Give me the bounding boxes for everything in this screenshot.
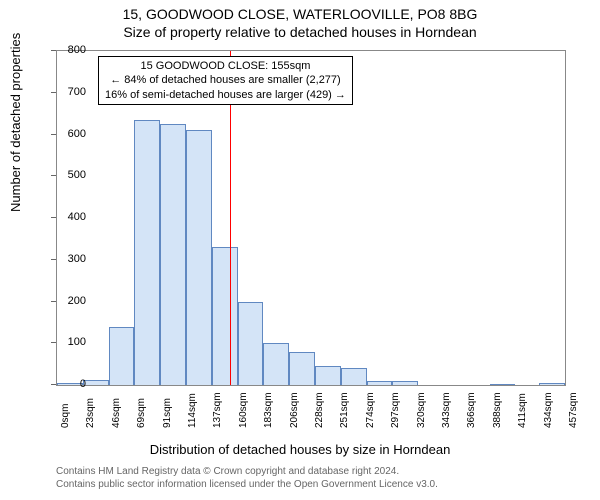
y-tick-label: 600 bbox=[68, 128, 86, 140]
x-tick-label: 251sqm bbox=[339, 392, 350, 428]
x-tick-label: 46sqm bbox=[111, 398, 122, 428]
x-tick-label: 91sqm bbox=[162, 398, 173, 428]
annotation-line3: 16% of semi-detached houses are larger (… bbox=[105, 88, 346, 102]
y-axis-label: Number of detached properties bbox=[8, 33, 23, 212]
footer: Contains HM Land Registry data © Crown c… bbox=[56, 466, 592, 491]
x-tick-label: 320sqm bbox=[416, 392, 427, 428]
histogram-bar bbox=[212, 247, 238, 385]
x-tick-label: 343sqm bbox=[441, 392, 452, 428]
histogram-bar bbox=[186, 130, 212, 385]
x-tick-label: 114sqm bbox=[187, 393, 198, 428]
histogram-bar bbox=[83, 380, 109, 385]
x-tick-label: 160sqm bbox=[238, 392, 249, 428]
y-tick-mark bbox=[51, 175, 56, 176]
x-tick-label: 366sqm bbox=[466, 392, 477, 428]
x-tick-label: 183sqm bbox=[263, 392, 274, 428]
x-tick-label: 434sqm bbox=[543, 392, 554, 428]
y-tick-mark bbox=[51, 50, 56, 51]
x-tick-label: 206sqm bbox=[289, 392, 300, 428]
y-tick-mark bbox=[51, 301, 56, 302]
histogram-bar bbox=[238, 302, 264, 386]
title-address: 15, GOODWOOD CLOSE, WATERLOOVILLE, PO8 8… bbox=[0, 6, 600, 22]
x-tick-label: 137sqm bbox=[212, 392, 223, 428]
x-tick-label: 228sqm bbox=[314, 392, 325, 428]
y-tick-mark bbox=[51, 384, 56, 385]
x-tick-label: 69sqm bbox=[136, 398, 147, 428]
annotation-box: 15 GOODWOOD CLOSE: 155sqm ← 84% of detac… bbox=[98, 56, 353, 105]
x-tick-label: 457sqm bbox=[568, 392, 579, 428]
y-tick-mark bbox=[51, 92, 56, 93]
y-tick-mark bbox=[51, 342, 56, 343]
histogram-bar bbox=[392, 381, 418, 385]
y-tick-label: 0 bbox=[80, 378, 86, 390]
y-tick-mark bbox=[51, 217, 56, 218]
histogram-bar bbox=[315, 366, 341, 385]
y-tick-mark bbox=[51, 259, 56, 260]
x-axis-label: Distribution of detached houses by size … bbox=[0, 442, 600, 457]
x-tick-label: 388sqm bbox=[492, 392, 503, 428]
histogram-bar bbox=[367, 381, 393, 385]
y-tick-label: 200 bbox=[68, 295, 86, 307]
x-tick-label: 0sqm bbox=[60, 404, 71, 428]
y-tick-label: 300 bbox=[68, 253, 86, 265]
annotation-line1: 15 GOODWOOD CLOSE: 155sqm bbox=[105, 59, 346, 73]
y-tick-label: 800 bbox=[68, 44, 86, 56]
y-tick-label: 700 bbox=[68, 86, 86, 98]
histogram-bar bbox=[263, 343, 289, 385]
x-tick-label: 23sqm bbox=[85, 398, 96, 428]
x-tick-label: 274sqm bbox=[365, 392, 376, 428]
y-tick-mark bbox=[51, 134, 56, 135]
annotation-line2: ← 84% of detached houses are smaller (2,… bbox=[105, 73, 346, 87]
histogram-bar bbox=[289, 352, 315, 385]
y-tick-label: 100 bbox=[68, 336, 86, 348]
histogram-bar bbox=[160, 124, 186, 385]
histogram-bar bbox=[539, 383, 565, 385]
y-tick-label: 400 bbox=[68, 211, 86, 223]
histogram-bar bbox=[490, 384, 516, 385]
x-tick-label: 297sqm bbox=[390, 392, 401, 428]
histogram-bar bbox=[134, 120, 160, 385]
histogram-bar bbox=[341, 368, 367, 385]
histogram-bar bbox=[109, 327, 135, 385]
x-tick-label: 411sqm bbox=[517, 393, 528, 428]
footer-line1: Contains HM Land Registry data © Crown c… bbox=[56, 466, 592, 479]
footer-line2: Contains public sector information licen… bbox=[56, 479, 592, 492]
y-tick-label: 500 bbox=[68, 169, 86, 181]
title-subtitle: Size of property relative to detached ho… bbox=[0, 24, 600, 40]
